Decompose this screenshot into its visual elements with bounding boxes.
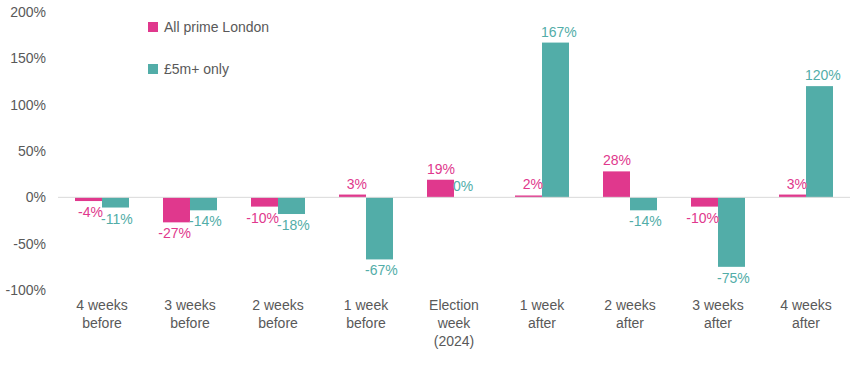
data-label: -27% — [158, 225, 191, 241]
data-label: -11% — [101, 211, 133, 227]
data-label: 3% — [347, 176, 367, 192]
x-tick-label: Electionweek(2024) — [429, 297, 479, 349]
data-label: 0% — [453, 178, 473, 194]
data-label: 3% — [787, 176, 807, 192]
y-tick-label: 100% — [10, 97, 46, 113]
data-label: 19% — [427, 161, 455, 177]
bar — [75, 197, 102, 201]
data-label: -14% — [629, 213, 662, 229]
x-tick-label: 2 weeksafter — [604, 297, 655, 331]
x-tick-label: 1 weekbefore — [344, 297, 389, 331]
data-label: 28% — [603, 152, 631, 168]
data-label: 2% — [523, 176, 543, 192]
bar — [691, 197, 718, 206]
x-tick-label: 3 weeksafter — [692, 297, 743, 331]
bar — [163, 197, 190, 222]
legend-label: £5m+ only — [164, 61, 229, 77]
bar — [603, 171, 630, 197]
x-tick-label: 4 weeksbefore — [76, 297, 127, 331]
data-label: -4% — [78, 204, 103, 220]
data-label: -14% — [189, 213, 222, 229]
bar — [806, 86, 833, 197]
data-label: -75% — [717, 270, 750, 286]
x-tick-label: 2 weeksbefore — [252, 297, 303, 331]
y-tick-label: -50% — [13, 236, 46, 252]
data-label: -67% — [365, 262, 398, 278]
bar — [366, 197, 393, 259]
baseline — [58, 197, 850, 198]
y-tick-label: 50% — [18, 143, 46, 159]
chart: -100% -50% 0% 50% 100% 150% 200% -4% -27% -10% 3% 1… — [0, 0, 858, 372]
legend-swatch — [148, 22, 158, 32]
bar — [427, 180, 454, 198]
legend-label: All prime London — [164, 19, 269, 35]
bar — [542, 43, 569, 198]
bar — [278, 197, 305, 214]
y-tick-label: 0% — [26, 189, 46, 205]
x-tick-label: 3 weeksbefore — [164, 297, 215, 331]
data-label: -10% — [686, 210, 719, 226]
bar — [630, 197, 657, 210]
bars — [75, 43, 833, 267]
data-label: 167% — [541, 24, 577, 40]
y-tick-label: 200% — [10, 4, 46, 20]
legend-swatch — [148, 64, 158, 74]
bar — [251, 197, 278, 206]
data-label: -18% — [277, 217, 310, 233]
y-tick-label: 150% — [10, 50, 46, 66]
data-label: 120% — [805, 67, 841, 83]
bar — [102, 197, 129, 207]
data-label: -10% — [246, 210, 279, 226]
bar — [190, 197, 217, 210]
chart-container: -100% -50% 0% 50% 100% 150% 200% -4% -27% -10% 3% 1… — [0, 0, 858, 372]
bar — [718, 197, 745, 266]
y-tick-label: -100% — [6, 282, 46, 298]
x-tick-label: 1 weekafter — [520, 297, 565, 331]
x-tick-label: 4 weeksafter — [780, 297, 831, 331]
